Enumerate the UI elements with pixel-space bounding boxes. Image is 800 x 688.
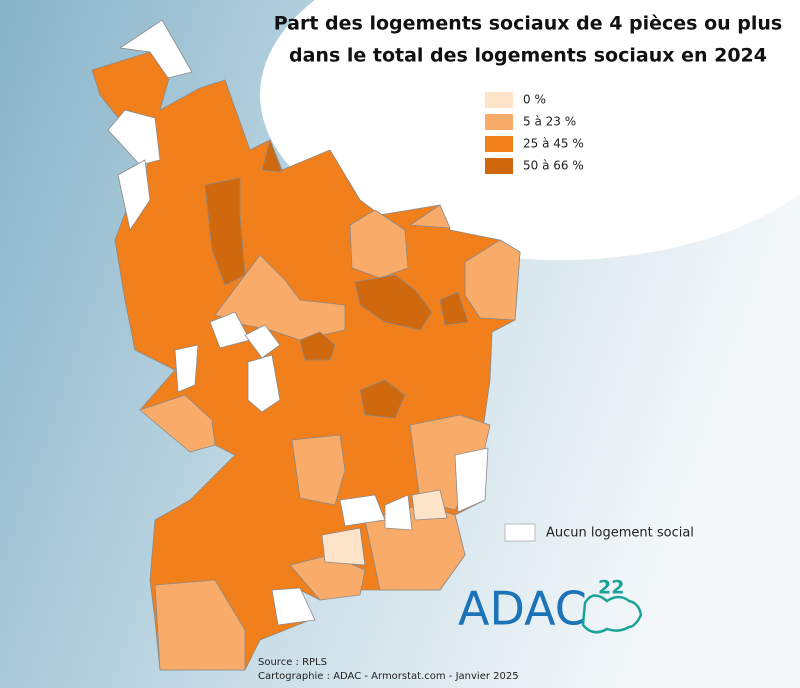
legend-swatch bbox=[485, 114, 513, 130]
legend-swatch bbox=[485, 92, 513, 108]
commune bbox=[299, 331, 336, 361]
commune bbox=[384, 494, 413, 531]
source: Source : RPLS bbox=[258, 657, 327, 668]
commune bbox=[214, 254, 346, 341]
commune bbox=[464, 239, 521, 321]
commune bbox=[244, 324, 281, 359]
commune bbox=[139, 394, 216, 453]
legend-label: 25 à 45 % bbox=[523, 137, 584, 151]
commune bbox=[204, 177, 246, 286]
commune bbox=[174, 344, 199, 393]
commune bbox=[289, 554, 366, 601]
title-line: dans le total des logements sociaux en 2… bbox=[289, 45, 767, 67]
logo-superscript: 22 bbox=[598, 577, 624, 599]
credits: Cartographie : ADAC - Armorstat.com - Ja… bbox=[258, 671, 519, 682]
commune bbox=[261, 139, 283, 173]
commune bbox=[411, 489, 448, 521]
legend-swatch bbox=[504, 523, 536, 542]
legend-label: 5 à 23 % bbox=[523, 115, 576, 129]
commune bbox=[107, 109, 161, 166]
commune bbox=[117, 159, 151, 231]
commune bbox=[454, 447, 489, 513]
map bbox=[91, 19, 521, 671]
legend: 0 % 5 à 23 % 25 à 45 % 50 à 66 % bbox=[485, 92, 584, 174]
commune bbox=[247, 354, 281, 413]
legend-label: 50 à 66 % bbox=[523, 159, 584, 173]
commune bbox=[154, 579, 246, 671]
commune bbox=[321, 527, 366, 566]
commune bbox=[119, 19, 193, 79]
legend-swatch bbox=[485, 158, 513, 174]
title-line: Part des logements sociaux de 4 pièces o… bbox=[274, 13, 783, 35]
commune bbox=[359, 379, 406, 419]
logo-shape bbox=[581, 594, 643, 634]
commune bbox=[291, 434, 346, 506]
legend-label: 0 % bbox=[523, 93, 546, 107]
legend-swatch bbox=[485, 136, 513, 152]
commune bbox=[409, 204, 451, 229]
commune bbox=[354, 274, 433, 331]
title-area bbox=[260, 0, 800, 260]
commune bbox=[439, 291, 469, 326]
logo-text: ADAC bbox=[458, 582, 587, 636]
commune bbox=[349, 209, 409, 279]
commune bbox=[271, 587, 316, 626]
legend-label: Aucun logement social bbox=[546, 526, 694, 541]
